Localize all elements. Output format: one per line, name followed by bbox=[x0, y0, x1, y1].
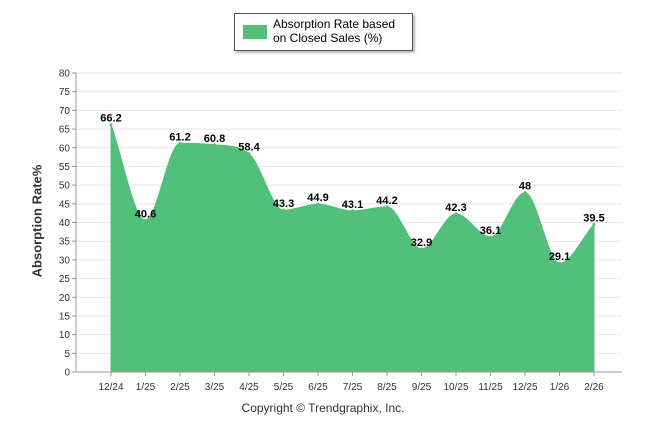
y-tick-label: 5 bbox=[64, 349, 70, 360]
data-point bbox=[489, 235, 492, 239]
y-tick-label: 50 bbox=[59, 181, 71, 192]
y-tick-label: 55 bbox=[59, 162, 71, 173]
data-point bbox=[247, 152, 251, 156]
x-tick-label: 5/25 bbox=[274, 382, 294, 393]
y-tick-label: 70 bbox=[59, 106, 71, 117]
y-tick-label: 35 bbox=[59, 237, 71, 248]
data-label: 48 bbox=[519, 181, 531, 193]
data-label: 61.2 bbox=[169, 131, 190, 143]
data-label: 42.3 bbox=[445, 202, 466, 214]
data-label: 58.4 bbox=[238, 142, 260, 154]
data-point bbox=[351, 209, 354, 213]
y-tick-label: 25 bbox=[59, 274, 71, 285]
y-tick-label: 45 bbox=[59, 199, 71, 210]
series-area bbox=[110, 124, 595, 373]
data-label: 39.5 bbox=[583, 212, 604, 224]
data-label: 43.1 bbox=[342, 199, 363, 211]
y-tick-label: 15 bbox=[59, 311, 71, 322]
x-tick-label: 4/25 bbox=[239, 382, 259, 393]
y-tick-label: 65 bbox=[59, 125, 71, 136]
legend: Absorption Rate based on Closed Sales (%… bbox=[234, 13, 413, 51]
data-point bbox=[144, 218, 147, 222]
y-tick-label: 60 bbox=[59, 143, 71, 154]
x-tick-label: 3/25 bbox=[205, 382, 225, 393]
y-tick-label: 40 bbox=[59, 218, 71, 229]
y-axis-title: Absorption Rate% bbox=[29, 164, 45, 278]
data-label: 44.2 bbox=[376, 195, 397, 207]
x-tick-label: 10/25 bbox=[443, 382, 468, 393]
data-point bbox=[316, 202, 320, 206]
data-label: 43.3 bbox=[273, 198, 294, 210]
y-tick-label: 75 bbox=[59, 87, 71, 98]
data-point bbox=[109, 123, 113, 127]
x-tick-label: 12/25 bbox=[512, 382, 537, 393]
data-point bbox=[454, 212, 458, 216]
y-tick-label: 20 bbox=[59, 293, 71, 304]
data-point bbox=[385, 205, 389, 209]
data-label: 36.1 bbox=[480, 225, 501, 237]
x-tick-label: 12/24 bbox=[98, 382, 123, 393]
copyright-footer: Copyright © Trendgraphix, Inc. bbox=[241, 401, 405, 415]
data-point bbox=[523, 191, 527, 195]
y-tick-label: 10 bbox=[59, 330, 71, 341]
x-tick-label: 1/26 bbox=[550, 382, 570, 393]
x-tick-label: 11/25 bbox=[478, 382, 503, 393]
x-tick-label: 7/25 bbox=[343, 382, 363, 393]
data-label: 40.6 bbox=[135, 208, 156, 220]
data-point bbox=[178, 141, 182, 145]
legend-swatch bbox=[243, 25, 267, 39]
x-tick-label: 1/25 bbox=[136, 382, 156, 393]
data-point bbox=[420, 247, 423, 251]
y-tick-label: 80 bbox=[59, 69, 71, 80]
data-label: 29.1 bbox=[549, 251, 570, 263]
data-point bbox=[213, 143, 216, 147]
data-label: 60.8 bbox=[204, 133, 225, 145]
x-tick-label: 9/25 bbox=[412, 382, 432, 393]
x-tick-label: 2/26 bbox=[584, 382, 604, 393]
y-tick-label: 30 bbox=[59, 255, 71, 266]
x-tick-label: 8/25 bbox=[377, 382, 397, 393]
legend-label: Absorption Rate based on Closed Sales (%… bbox=[273, 17, 396, 45]
data-label: 32.9 bbox=[411, 237, 432, 249]
data-point bbox=[282, 208, 285, 212]
x-tick-label: 6/25 bbox=[308, 382, 328, 393]
y-tick-label: 0 bbox=[64, 368, 70, 379]
x-tick-label: 2/25 bbox=[170, 382, 190, 393]
data-label: 44.9 bbox=[307, 192, 328, 204]
data-point bbox=[592, 222, 596, 226]
data-point bbox=[558, 261, 561, 265]
data-label: 66.2 bbox=[100, 113, 121, 125]
